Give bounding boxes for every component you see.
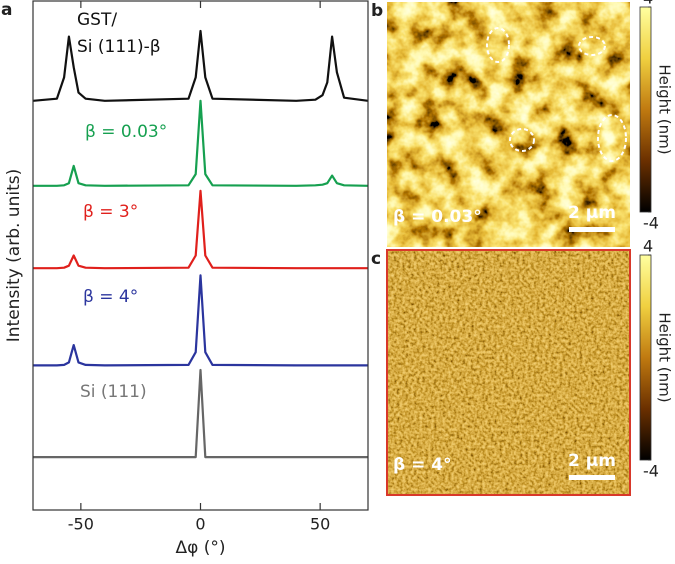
plot-frame — [32, 0, 369, 511]
series-label: β = 3° — [83, 202, 138, 222]
panel-label: a — [1, 0, 12, 20]
series-label: Si (111)-β — [77, 37, 161, 57]
highlight-circle — [509, 128, 535, 152]
series-label: β = 4° — [83, 287, 138, 307]
scale-bar-label: 2 μm — [568, 451, 616, 471]
colorbar-tick-label: -4 — [643, 462, 659, 481]
afm-image — [387, 250, 630, 495]
image-annotation: β = 4° — [393, 455, 452, 475]
colorbar-label: Height (nm) — [656, 312, 674, 402]
scale-bar — [569, 227, 615, 232]
colorbar-tick-label: 4 — [643, 237, 653, 256]
scale-bar — [569, 475, 615, 480]
highlight-circle — [578, 36, 606, 56]
series-label: Si (111) — [80, 382, 147, 402]
trace — [33, 274, 368, 367]
colorbar — [639, 6, 652, 213]
highlight-circle — [597, 114, 627, 162]
trace — [32, 29, 369, 102]
x-tick-label: 50 — [310, 515, 330, 534]
x-tick-label: -50 — [68, 515, 94, 534]
y-axis-label: Intensity (arb. units) — [4, 169, 24, 342]
x-axis-label: Δφ (°) — [175, 538, 225, 558]
series-label: GST/ — [77, 10, 117, 30]
panel-label: c — [371, 249, 381, 269]
colorbar-tick-label: -4 — [643, 214, 659, 233]
image-border — [386, 249, 631, 496]
highlight-circle — [486, 27, 510, 63]
image-annotation: β = 0.03° — [393, 207, 482, 227]
scale-bar-label: 2 μm — [568, 203, 616, 223]
panel-label: b — [371, 1, 383, 21]
trace — [33, 99, 369, 187]
trace — [33, 189, 368, 270]
colorbar-label: Height (nm) — [656, 64, 674, 154]
colorbar — [639, 254, 652, 461]
colorbar-tick-label: 4 — [643, 0, 653, 8]
trace — [33, 368, 368, 459]
x-tick-label: 0 — [195, 515, 205, 534]
series-label: β = 0.03° — [85, 122, 167, 142]
